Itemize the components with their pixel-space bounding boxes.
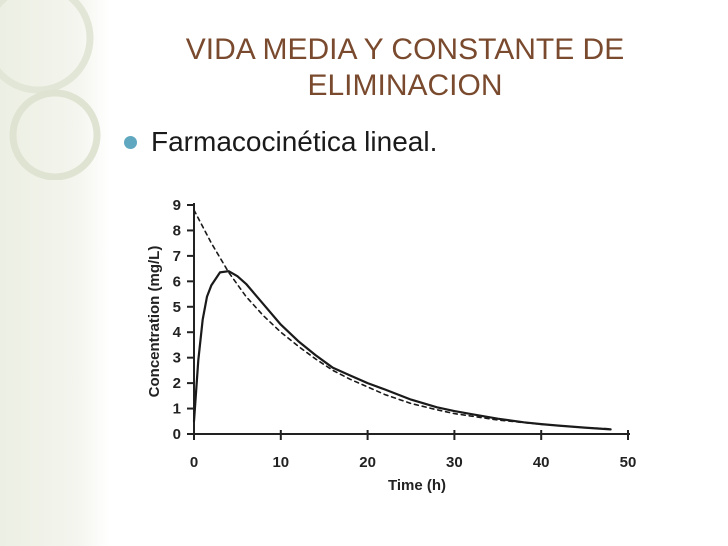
y-tick-label: 5 xyxy=(173,299,181,316)
series-line-solid xyxy=(192,270,612,431)
bullet-text: Farmacocinética lineal. xyxy=(151,126,438,157)
x-axis-ticks: 0 10 20 30 40 50 xyxy=(190,430,637,471)
x-tick-label: 40 xyxy=(533,454,550,471)
bullet-item: Farmacocinética lineal. xyxy=(124,126,437,158)
x-tick-label: 30 xyxy=(446,454,463,471)
y-tick-label: 6 xyxy=(173,273,181,290)
y-tick-label: 1 xyxy=(173,401,181,418)
y-tick-label: 0 xyxy=(173,426,181,443)
series-group xyxy=(192,209,612,431)
y-tick-label: 4 xyxy=(173,324,182,341)
x-axis-label: Time (h) xyxy=(388,477,446,494)
x-tick-label: 10 xyxy=(272,454,289,471)
slide-title: VIDA MEDIA Y CONSTANTE DE ELIMINACION xyxy=(185,33,625,102)
y-tick-label: 9 xyxy=(173,197,181,214)
y-axis-label: Concentration (mg/L) xyxy=(146,246,163,398)
y-axis-ticks: 0 1 2 3 4 5 6 7 8 9 xyxy=(173,197,194,443)
x-tick-label: 50 xyxy=(620,454,637,471)
y-tick-label: 2 xyxy=(173,375,181,392)
bullet-dot-icon xyxy=(124,135,137,149)
decorative-ring-large xyxy=(0,0,94,94)
decorative-ring-small xyxy=(9,89,101,180)
series-line-dashed xyxy=(193,209,612,430)
decorative-rings xyxy=(0,0,101,180)
y-tick-label: 7 xyxy=(173,248,181,265)
y-tick-label: 3 xyxy=(173,350,181,367)
x-tick-label: 20 xyxy=(359,454,376,471)
y-tick-label: 8 xyxy=(173,222,181,239)
x-tick-label: 0 xyxy=(190,454,198,471)
